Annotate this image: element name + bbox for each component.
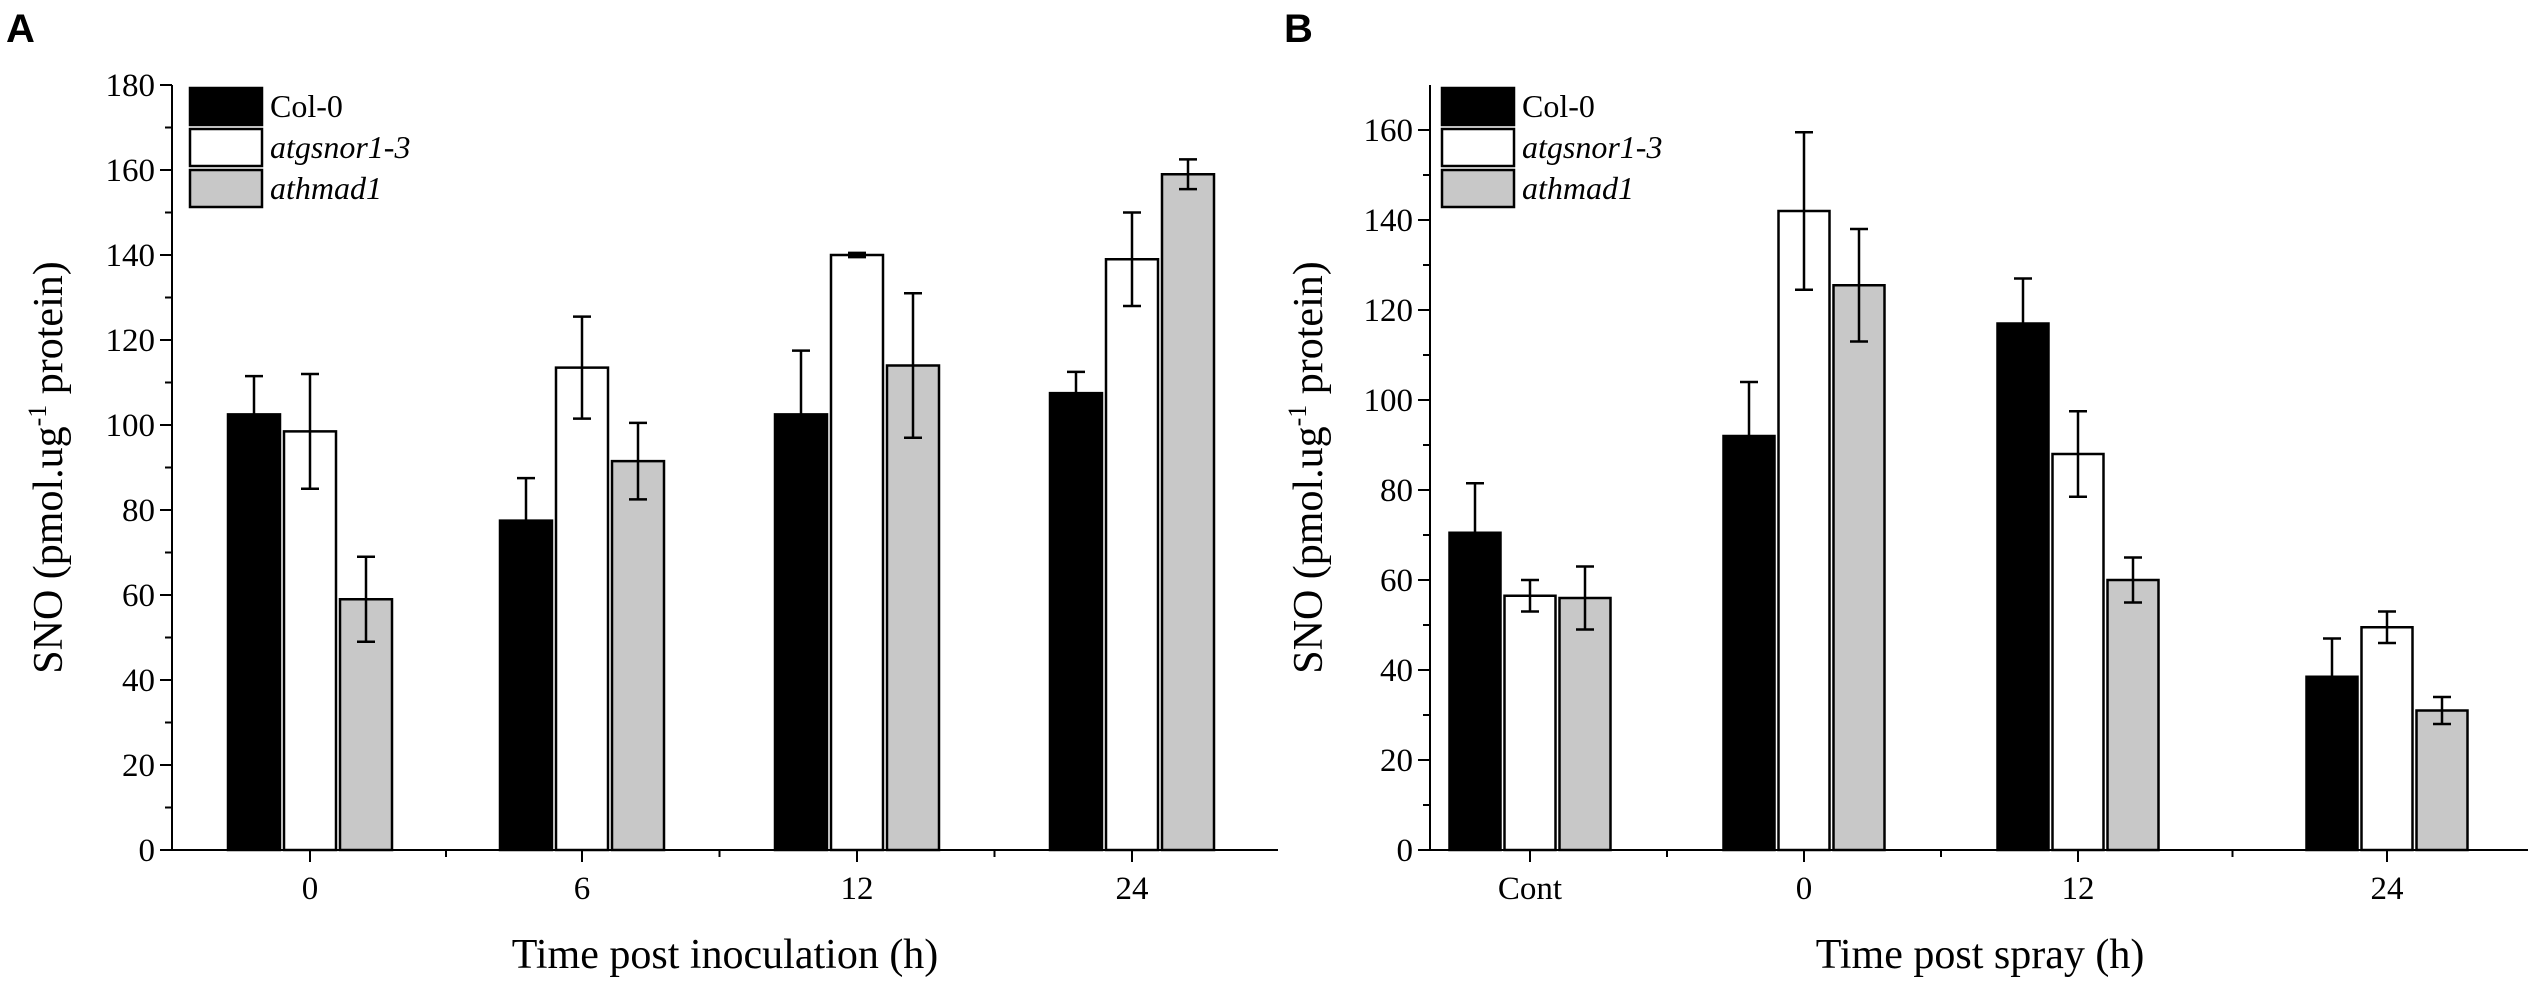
legend-label: athmad1 — [270, 170, 382, 206]
bar — [2051, 452, 2105, 852]
bar — [610, 459, 666, 852]
bar — [1558, 596, 1612, 852]
y-tick-label: 80 — [1380, 473, 1413, 509]
bar — [2360, 626, 2414, 852]
x-tick-label: 24 — [2371, 871, 2404, 907]
legend-label: atgsnor1-3 — [1522, 129, 1662, 165]
y-tick-label: 100 — [1364, 383, 1414, 419]
bar — [498, 519, 554, 852]
x-tick-label: 0 — [302, 871, 319, 907]
x-tick-label: 0 — [1796, 871, 1813, 907]
y-tick-label: 0 — [139, 833, 156, 869]
bar — [829, 253, 885, 852]
bar — [1777, 209, 1831, 852]
y-tick-label: 20 — [1380, 743, 1413, 779]
y-tick-label: 120 — [106, 323, 156, 359]
legend-swatch — [1440, 86, 1516, 127]
x-axis-title: Time post spray (h) — [1816, 932, 2145, 978]
y-tick-label: 180 — [106, 68, 156, 104]
y-tick-label: 60 — [1380, 563, 1413, 599]
y-tick-label: 160 — [106, 153, 156, 189]
y-tick-label: 0 — [1397, 833, 1414, 869]
x-tick-label: 12 — [841, 871, 874, 907]
panel-label: B — [1284, 7, 1313, 51]
bar — [282, 430, 338, 852]
y-tick-label: 20 — [122, 748, 155, 784]
legend-swatch — [188, 86, 264, 127]
bar — [1722, 434, 1776, 852]
bar — [1048, 391, 1104, 852]
bar — [226, 413, 282, 852]
x-tick-label: 24 — [1116, 871, 1149, 907]
bar — [1996, 322, 2050, 852]
legend-swatch — [1440, 168, 1516, 209]
bar — [1832, 284, 1886, 852]
bar — [773, 413, 829, 852]
y-tick-label: 40 — [1380, 653, 1413, 689]
y-axis-title: SNO (pmol.ug-1 protein) — [23, 261, 72, 673]
y-tick-label: 140 — [1364, 203, 1414, 239]
x-axis-title: Time post inoculation (h) — [512, 932, 939, 978]
legend-label: atgsnor1-3 — [270, 129, 410, 165]
y-tick-label: 120 — [1364, 293, 1414, 329]
bar — [554, 366, 610, 852]
x-tick-label: 12 — [2062, 871, 2095, 907]
y-tick-label: 80 — [122, 493, 155, 529]
legend-swatch — [188, 127, 264, 168]
legend-label: Col-0 — [1522, 88, 1595, 124]
x-tick-label: 6 — [574, 871, 591, 907]
y-tick-label: 40 — [122, 663, 155, 699]
bar — [2106, 578, 2160, 852]
y-tick-label: 100 — [106, 408, 156, 444]
x-tick-label: Cont — [1498, 871, 1562, 907]
legend-swatch — [1440, 127, 1516, 168]
legend-swatch — [188, 168, 264, 209]
panel-a: A 0 20 40 60 80 100 120 140 160 180 0 6 12 24 Col-0 atgs… — [6, 7, 1278, 978]
bar — [1503, 594, 1557, 852]
panel-b: B 0 20 40 60 80 100 120 140 160 Cont 0 12 24 Col-0 atgs… — [1283, 7, 2528, 978]
bar — [2415, 709, 2469, 852]
y-tick-label: 140 — [106, 238, 156, 274]
bar — [1160, 173, 1216, 852]
bar — [1104, 258, 1160, 852]
legend-label: athmad1 — [1522, 170, 1634, 206]
y-tick-label: 160 — [1364, 113, 1414, 149]
panel-label: A — [6, 7, 35, 51]
y-axis-title: SNO (pmol.ug-1 protein) — [1283, 261, 1332, 673]
legend-label: Col-0 — [270, 88, 343, 124]
y-tick-label: 60 — [122, 578, 155, 614]
